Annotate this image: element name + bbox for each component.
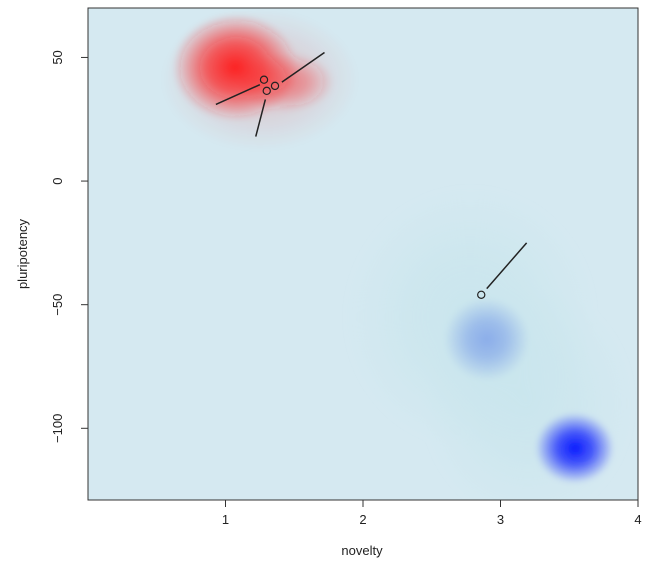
segment-4 xyxy=(486,242,528,290)
x-tick-label: 2 xyxy=(359,512,366,527)
data-point-2 xyxy=(262,86,271,96)
data-point-3 xyxy=(270,81,280,91)
y-axis-title: pluripotency xyxy=(15,218,30,289)
x-tick-label: 3 xyxy=(497,512,504,527)
segment-layer xyxy=(215,51,528,290)
y-axis: 50 0 −50 −100 xyxy=(50,50,88,443)
data-point-1 xyxy=(259,75,269,84)
segment-2 xyxy=(281,51,325,83)
x-axis-title: novelty xyxy=(341,543,383,558)
density-blob-blue-strong xyxy=(535,412,615,484)
y-tick-label: 0 xyxy=(50,177,65,184)
x-tick-label: 4 xyxy=(634,512,641,527)
segment-3 xyxy=(255,99,267,137)
density-blob-blue-mid xyxy=(443,297,530,381)
point-layer xyxy=(259,75,486,299)
y-tick-label: −50 xyxy=(50,294,65,316)
x-tick-label: 1 xyxy=(222,512,229,527)
x-axis: 1 2 3 4 xyxy=(222,500,642,527)
y-tick-label: 50 xyxy=(50,50,65,64)
segment-1 xyxy=(215,83,261,106)
y-tick-label: −100 xyxy=(50,414,65,443)
data-point-4 xyxy=(477,290,486,299)
density-layer xyxy=(160,8,634,500)
